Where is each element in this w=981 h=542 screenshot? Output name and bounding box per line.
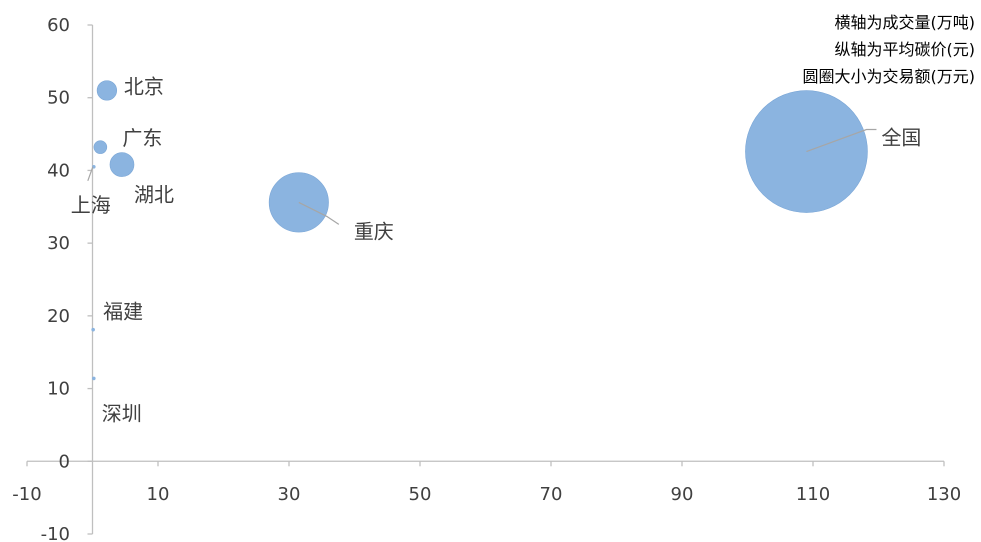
x-tick-label: 70 <box>540 484 563 505</box>
x-axis-ticks: -10 10 30 50 70 90 110 130 <box>12 484 961 505</box>
annotation-x-meaning: 横轴为成交量(万吨) <box>835 13 976 32</box>
annotation-notes: 横轴为成交量(万吨) 纵轴为平均碳价(元) 圆圈大小为交易额(万元) <box>803 13 976 86</box>
x-tick-label: 110 <box>796 484 830 505</box>
y-tick-label: 20 <box>47 306 70 327</box>
y-tick-label: 60 <box>47 15 70 36</box>
y-tick-label: 0 <box>59 451 70 472</box>
x-tick-label: -10 <box>12 484 41 505</box>
bubble-label: 重庆 <box>354 219 394 243</box>
label-leader-line <box>87 166 94 181</box>
x-tick-label: 30 <box>278 484 301 505</box>
axes <box>26 24 945 535</box>
bubble-label: 广东 <box>122 126 162 150</box>
bubble-label: 湖北 <box>134 183 174 207</box>
y-tick-label: 40 <box>47 160 70 181</box>
bubble <box>92 376 96 381</box>
label-leader-line <box>298 201 340 225</box>
bubble-label: 深圳 <box>102 401 142 425</box>
bubble <box>96 80 118 101</box>
x-tick-label: 90 <box>671 484 694 505</box>
annotation-size-meaning: 圆圈大小为交易额(万元) <box>803 67 976 86</box>
bubble-label: 北京 <box>124 74 164 98</box>
bubble-label: 上海 <box>71 193 111 217</box>
bubble-label: 福建 <box>103 300 143 324</box>
y-tick-label: 10 <box>47 379 70 400</box>
x-tick-label: 50 <box>409 484 432 505</box>
y-axis-ticks: -10 0 10 20 30 40 50 60 <box>41 15 70 542</box>
label-leader-line <box>806 128 877 153</box>
bubble <box>109 152 135 177</box>
bubbles <box>91 80 868 381</box>
x-tick-label: 10 <box>147 484 170 505</box>
bubble <box>93 140 108 154</box>
annotation-y-meaning: 纵轴为平均碳价(元) <box>835 40 976 59</box>
x-tick-label: 130 <box>927 484 961 505</box>
bubble <box>91 327 95 332</box>
bubble-label: 全国 <box>881 126 921 150</box>
y-tick-label: 50 <box>47 88 70 109</box>
y-tick-label: 30 <box>47 233 70 254</box>
y-tick-label: -10 <box>41 524 70 542</box>
